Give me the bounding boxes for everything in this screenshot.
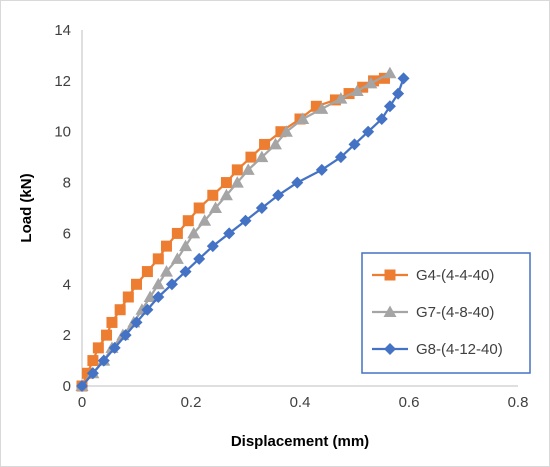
axes — [81, 30, 518, 387]
data-point-triangle — [350, 84, 364, 97]
x-tick-label: 0.2 — [181, 394, 202, 411]
data-point-triangle — [255, 150, 269, 163]
tick-labels: 0 0.2 0.4 0.6 0.8 0 2 4 6 8 10 12 14 — [54, 22, 528, 411]
data-point-diamond — [165, 278, 178, 291]
data-point-diamond — [223, 227, 236, 240]
series-3 — [76, 72, 410, 392]
data-point-diamond — [272, 189, 285, 202]
data-point-diamond — [334, 151, 347, 164]
data-point-triangle — [219, 188, 233, 201]
data-point-diamond — [152, 291, 165, 303]
y-tick-label: 4 — [63, 276, 71, 293]
data-point-diamond — [375, 113, 388, 125]
y-tick-label: 6 — [63, 225, 71, 242]
data-point-triangle — [334, 92, 348, 104]
data-point-triangle — [296, 112, 310, 124]
data-point-square — [207, 189, 219, 201]
data-point-square — [114, 304, 126, 316]
data-point-square — [193, 202, 205, 214]
data-point-square — [220, 177, 232, 189]
data-point-diamond — [362, 125, 375, 138]
legend-marker-square — [384, 269, 396, 281]
data-point-diamond — [392, 87, 405, 100]
data-point-square — [310, 100, 322, 112]
legend-marker-diamond — [384, 343, 396, 355]
series-layer — [75, 66, 410, 392]
data-point-diamond — [141, 303, 154, 316]
data-point-square — [378, 72, 390, 84]
y-tick-label: 12 — [54, 73, 71, 90]
data-point-diamond — [97, 354, 110, 367]
y-tick-label: 10 — [54, 124, 71, 141]
data-point-square — [259, 138, 271, 150]
legend-label: G7-(4-8-40) — [416, 304, 494, 321]
data-point-square — [141, 266, 153, 278]
data-point-square — [171, 227, 183, 239]
y-tick-label: 0 — [63, 378, 71, 395]
x-tick-label: 0.6 — [399, 394, 420, 411]
data-point-diamond — [348, 138, 361, 151]
data-point-diamond — [86, 367, 99, 380]
data-point-diamond — [291, 176, 304, 189]
data-point-triangle — [151, 277, 165, 290]
x-tick-label: 0 — [78, 394, 86, 411]
data-point-triangle — [209, 201, 223, 213]
y-tick-label: 14 — [54, 22, 71, 39]
data-point-diamond — [255, 202, 268, 214]
series-line — [81, 77, 405, 387]
data-point-triangle — [179, 239, 193, 252]
data-point-square — [329, 94, 341, 106]
data-point-diamond — [130, 316, 143, 329]
data-point-square — [122, 291, 134, 303]
data-point-triangle — [159, 265, 173, 277]
data-point-triangle — [315, 102, 329, 114]
legend-label: G4-(4-4-40) — [416, 267, 494, 284]
data-point-square — [106, 316, 118, 328]
legend-label: G8-(4-12-40) — [416, 341, 503, 358]
data-point-square — [343, 88, 355, 100]
data-point-diamond — [76, 380, 88, 392]
y-tick-label: 2 — [63, 327, 71, 344]
data-point-triangle — [364, 76, 378, 89]
data-point-square — [87, 355, 99, 367]
data-point-triangle — [143, 290, 157, 302]
x-axis-title: Displacement (mm) — [231, 433, 369, 450]
data-point-square — [131, 278, 142, 290]
data-point-diamond — [179, 265, 192, 278]
data-point-triangle — [383, 66, 397, 79]
data-point-triangle — [279, 125, 293, 137]
data-point-square — [101, 329, 113, 341]
data-point-triangle — [170, 252, 184, 264]
data-point-square — [152, 253, 164, 265]
data-point-triangle — [198, 214, 212, 226]
data-point-triangle — [230, 176, 244, 188]
y-tick-label: 8 — [63, 175, 71, 192]
data-point-square — [182, 215, 194, 227]
x-tick-label: 0.8 — [508, 394, 529, 411]
data-point-diamond — [119, 329, 132, 342]
data-point-square — [231, 164, 243, 176]
series-line — [80, 77, 385, 387]
data-point-diamond — [239, 214, 252, 227]
legend: G4-(4-4-40) G7-(4-8-40) G8-(4-12-40) — [361, 252, 531, 374]
data-point-diamond — [108, 341, 121, 354]
data-point-diamond — [315, 163, 328, 176]
data-point-diamond — [193, 252, 206, 265]
data-point-square — [160, 240, 172, 252]
data-point-diamond — [397, 72, 410, 85]
data-point-triangle — [268, 137, 282, 150]
data-point-diamond — [206, 240, 219, 253]
data-point-square — [92, 342, 104, 354]
data-point-triangle — [241, 163, 255, 175]
data-point-square — [275, 126, 287, 138]
data-point-diamond — [383, 100, 396, 113]
y-axis-title: Load (kN) — [18, 173, 35, 242]
data-point-square — [245, 151, 257, 163]
data-point-triangle — [187, 226, 201, 239]
x-tick-label: 0.4 — [290, 394, 311, 411]
legend-marker-triangle — [383, 305, 397, 317]
